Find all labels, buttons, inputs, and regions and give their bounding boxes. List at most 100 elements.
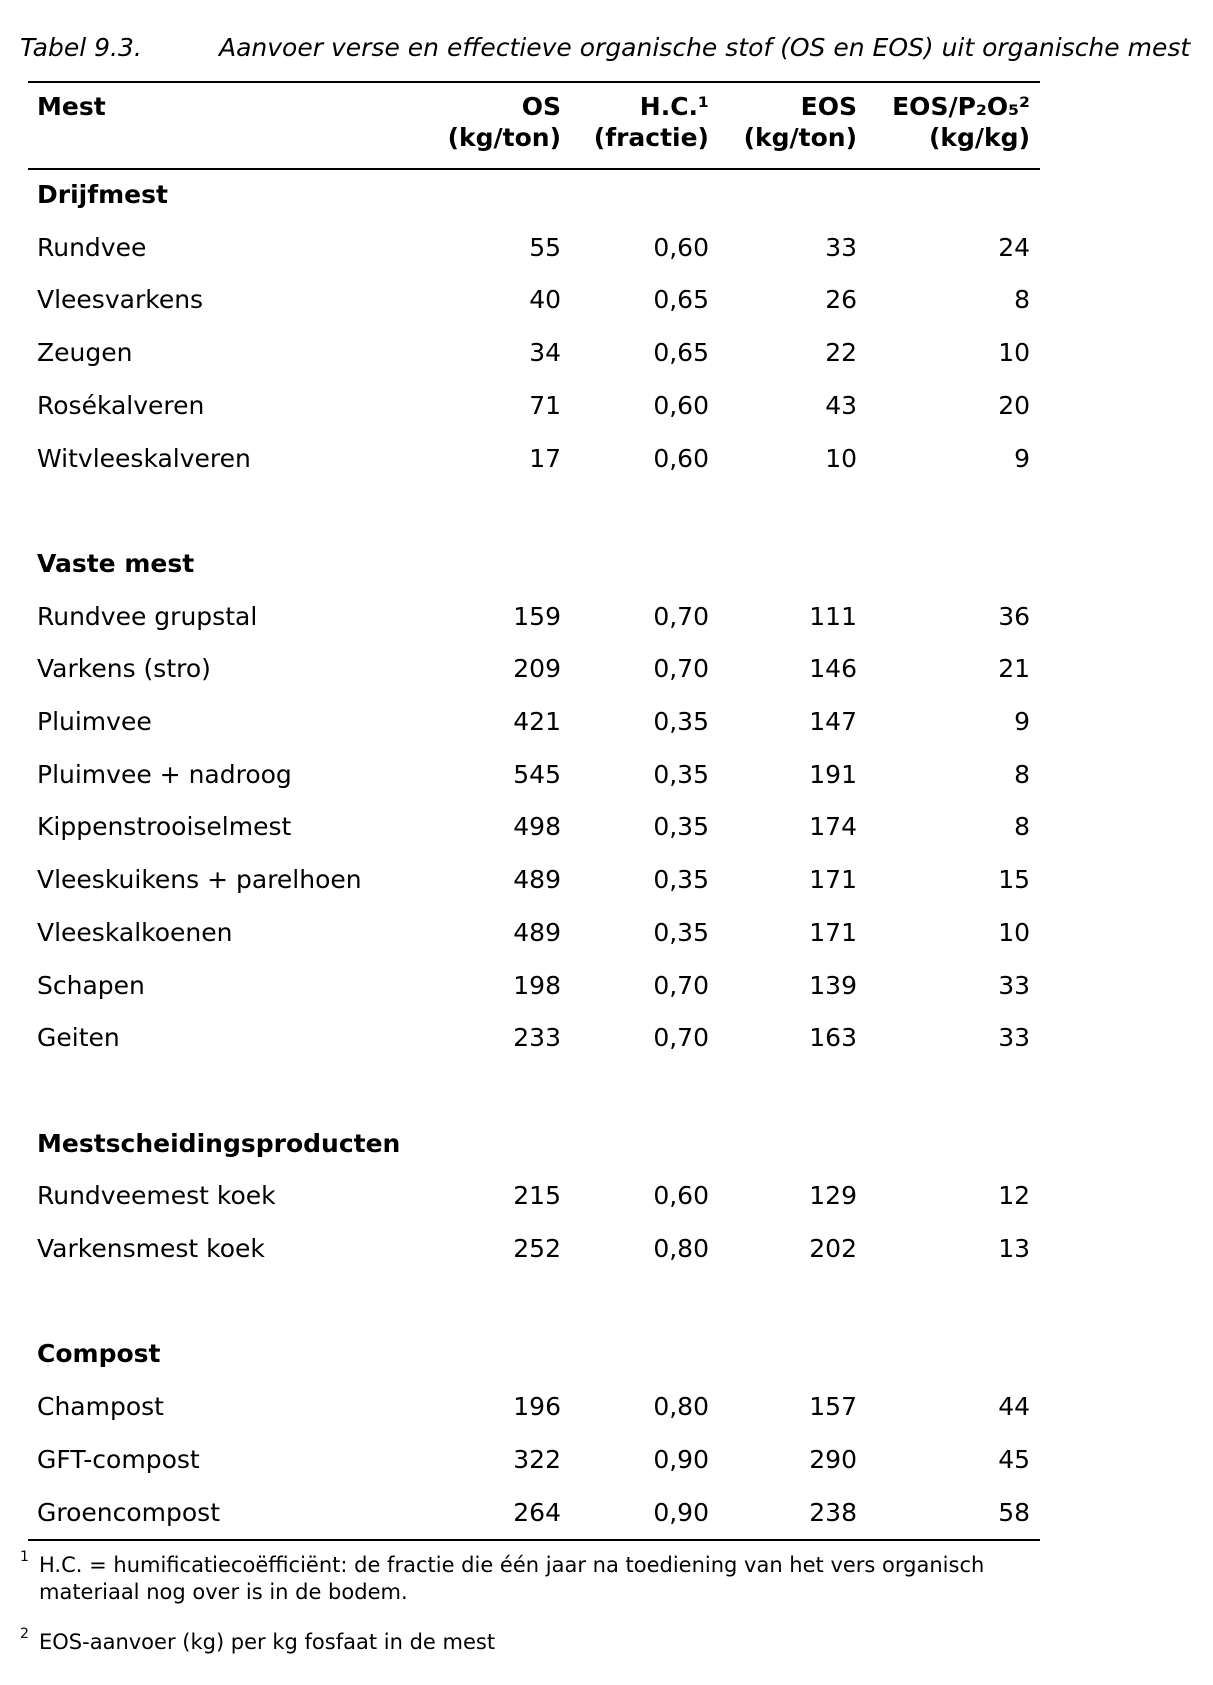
- header-cell: (kg/ton): [447, 123, 561, 152]
- cell: Vleeskuikens + parelhoen: [37, 865, 362, 895]
- cell: 215: [513, 1181, 561, 1211]
- cell: 191: [809, 759, 857, 789]
- cell: 163: [809, 1023, 857, 1053]
- cell: 55: [529, 232, 561, 262]
- header-cell: EOS: [800, 92, 857, 121]
- cell: 139: [809, 970, 857, 1000]
- cell: 322: [513, 1444, 561, 1474]
- cell: 0,70: [653, 654, 709, 684]
- cell: 238: [809, 1497, 857, 1527]
- cell: 498: [513, 812, 561, 842]
- cell: 26: [825, 285, 857, 315]
- cell: Schapen: [37, 970, 145, 1000]
- cell: 171: [809, 917, 857, 947]
- cell: Kippenstrooiselmest: [37, 812, 292, 842]
- cell: 0,35: [653, 865, 709, 895]
- cell: Vleeskalkoenen: [37, 917, 233, 947]
- cell: 12: [998, 1181, 1030, 1211]
- cell: 10: [825, 443, 857, 473]
- cell: Rundvee grupstal: [37, 601, 258, 631]
- cell: Witvleeskalveren: [37, 443, 251, 473]
- group-title: Mestscheidingsproducten: [37, 1128, 401, 1158]
- cell: 0,65: [653, 285, 709, 315]
- footnote-text: H.C. = humificatiecoëfficiënt: de fracti…: [39, 1553, 985, 1577]
- footnote-text: EOS-aanvoer (kg) per kg fosfaat in de me…: [39, 1630, 496, 1654]
- rule-top: [28, 81, 1040, 83]
- cell: 71: [529, 390, 561, 420]
- cell: 0,65: [653, 338, 709, 368]
- cell: 0,60: [653, 232, 709, 262]
- cell: Rosékalveren: [37, 390, 205, 420]
- header-cell: Mest: [37, 92, 106, 121]
- cell: 44: [998, 1392, 1030, 1422]
- cell: Pluimvee + nadroog: [37, 759, 292, 789]
- group-title: Compost: [37, 1339, 161, 1369]
- cell: GFT-compost: [37, 1444, 200, 1474]
- cell: 0,60: [653, 1181, 709, 1211]
- cell: Rundvee: [37, 232, 147, 262]
- group-title: Vaste mest: [37, 548, 195, 578]
- cell: Groencompost: [37, 1497, 221, 1527]
- cell: 34: [529, 338, 561, 368]
- cell: 10: [998, 917, 1030, 947]
- cell: Varkens (stro): [37, 654, 211, 684]
- cell: 0,60: [653, 443, 709, 473]
- cell: Rundveemest koek: [37, 1181, 276, 1211]
- header-cell: EOS/P₂O₅²: [892, 92, 1030, 121]
- cell: 157: [809, 1392, 857, 1422]
- cell: 264: [513, 1497, 561, 1527]
- cell: 202: [809, 1234, 857, 1263]
- cell: 0,70: [653, 970, 709, 1000]
- cell: 21: [998, 654, 1030, 684]
- cell: 111: [809, 601, 857, 631]
- header-cell: (kg/ton): [743, 123, 857, 152]
- cell: 13: [998, 1234, 1030, 1263]
- cell: 45: [998, 1444, 1030, 1474]
- cell: 146: [809, 654, 857, 684]
- header-cell: H.C.¹: [639, 92, 709, 121]
- rule-bottom: [28, 1539, 1040, 1541]
- cell: 0,90: [653, 1444, 709, 1474]
- cell: 17: [529, 443, 561, 473]
- group-title: Drijfmest: [37, 180, 168, 209]
- header-cell: OS: [521, 92, 561, 121]
- cell: 159: [513, 601, 561, 631]
- header-cell: (fractie): [593, 123, 709, 152]
- cell: 252: [513, 1234, 561, 1263]
- footnote-text: materiaal nog over is in de bodem.: [39, 1580, 408, 1604]
- cell: 33: [998, 1023, 1030, 1053]
- cell: 171: [809, 865, 857, 895]
- cell: 0,90: [653, 1497, 709, 1527]
- cell: Pluimvee: [37, 707, 152, 736]
- cell: 40: [529, 285, 561, 315]
- cell: 10: [998, 338, 1030, 368]
- cell: 545: [513, 759, 561, 789]
- cell: 233: [513, 1023, 561, 1053]
- cell: Vleesvarkens: [37, 285, 204, 315]
- cell: 198: [513, 970, 561, 1000]
- cell: 58: [998, 1497, 1030, 1527]
- caption-title: Aanvoer verse en effectieve organische s…: [219, 33, 1191, 62]
- cell: 0,70: [653, 1023, 709, 1053]
- cell: 0,35: [653, 759, 709, 789]
- cell: Zeugen: [37, 338, 133, 368]
- cell: 0,35: [653, 812, 709, 842]
- footnote-marker: 2: [20, 1626, 29, 1642]
- cell: 33: [825, 232, 857, 262]
- cell: 489: [513, 865, 561, 895]
- cell: 8: [1014, 812, 1030, 842]
- cell: 196: [513, 1392, 561, 1422]
- cell: 0,80: [653, 1234, 709, 1263]
- cell: 15: [998, 865, 1030, 895]
- cell: 8: [1014, 759, 1030, 789]
- cell: 174: [809, 812, 857, 842]
- cell: 421: [513, 707, 561, 736]
- footnote-marker: 1: [20, 1549, 29, 1565]
- cell: Geiten: [37, 1023, 120, 1053]
- cell: 9: [1014, 443, 1030, 473]
- cell: 8: [1014, 285, 1030, 315]
- cell: 0,70: [653, 601, 709, 631]
- cell: 0,60: [653, 390, 709, 420]
- cell: 43: [825, 390, 857, 420]
- caption-label: Tabel 9.3.: [20, 33, 142, 62]
